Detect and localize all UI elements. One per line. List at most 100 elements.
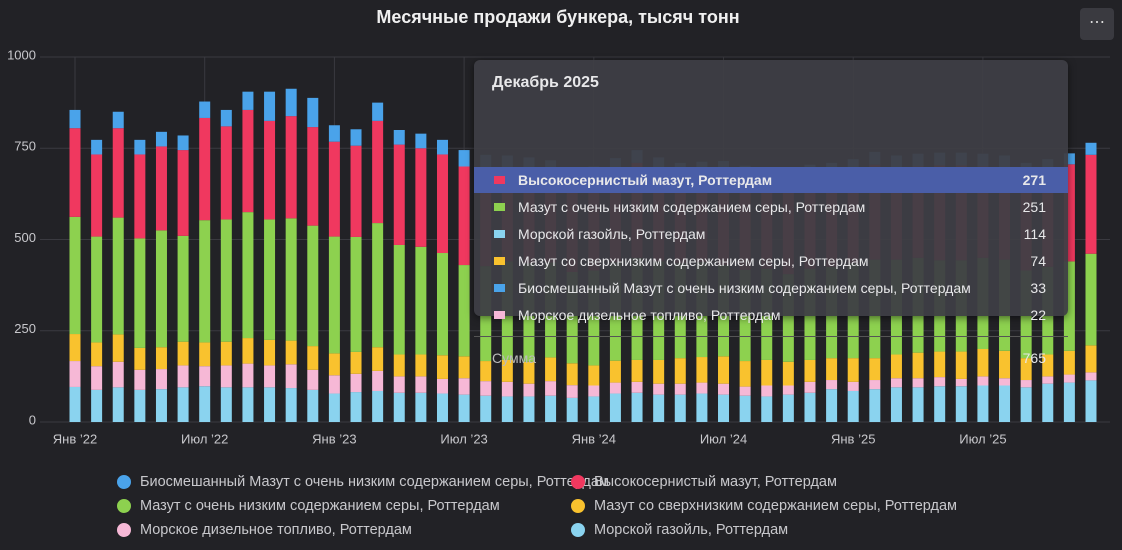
bar-segment bbox=[501, 359, 513, 382]
bar-segment bbox=[566, 271, 578, 364]
bar-segment bbox=[436, 139, 448, 155]
legend-marker bbox=[571, 499, 585, 513]
bar-segment bbox=[934, 377, 946, 387]
bar-segment bbox=[242, 109, 254, 213]
tooltip-row: Высокосернистый мазут, Роттердам 271 bbox=[474, 167, 1068, 193]
bar-segment bbox=[112, 334, 124, 362]
bar-segment bbox=[566, 363, 578, 386]
bar-segment bbox=[1020, 380, 1032, 388]
bar-segment bbox=[890, 354, 902, 379]
bar-segment bbox=[804, 392, 816, 422]
tooltip-series-name: Морское дизельное топливо, Роттердам bbox=[518, 307, 781, 323]
bar-segment bbox=[934, 386, 946, 422]
tooltip-total: Сумма 765 bbox=[474, 345, 1068, 371]
bar-segment bbox=[328, 141, 340, 237]
bar-segment bbox=[393, 144, 405, 245]
legend-marker bbox=[117, 499, 131, 513]
bar-segment bbox=[739, 395, 751, 422]
bar-segment bbox=[696, 357, 708, 383]
bar-segment bbox=[155, 131, 167, 147]
bar-segment bbox=[1085, 345, 1097, 373]
tooltip-swatch bbox=[494, 284, 505, 292]
bar-segment bbox=[415, 376, 427, 393]
bar-segment bbox=[264, 120, 276, 220]
tooltip-swatch bbox=[494, 203, 505, 211]
bar-segment bbox=[1063, 374, 1075, 383]
bar-segment bbox=[350, 236, 362, 352]
tooltip-value: 74 bbox=[1030, 253, 1046, 269]
bar-segment bbox=[588, 270, 600, 366]
bar-segment bbox=[328, 393, 340, 422]
tooltip-row: Морской газойль, Роттердам 114 bbox=[474, 221, 1068, 247]
bar-segment bbox=[372, 102, 384, 121]
bar-segment bbox=[285, 364, 297, 389]
bar-segment bbox=[285, 116, 297, 219]
x-tick-label: Янв ’23 bbox=[312, 431, 356, 446]
bar-segment bbox=[782, 385, 794, 395]
x-tick-label: Июл ’25 bbox=[959, 431, 1006, 446]
bar-segment bbox=[458, 394, 470, 422]
x-tick-label: Июл ’24 bbox=[700, 431, 747, 446]
bar-segment bbox=[718, 383, 730, 395]
legend-marker bbox=[117, 475, 131, 489]
bar-segment bbox=[653, 394, 665, 422]
bar-segment bbox=[999, 378, 1011, 386]
tooltip-series-name: Высокосернистый мазут, Роттердам bbox=[518, 172, 773, 188]
bar-segment bbox=[264, 339, 276, 366]
bar-segment bbox=[285, 88, 297, 117]
tooltip-value: 271 bbox=[1022, 172, 1046, 188]
bar-segment bbox=[1063, 382, 1075, 422]
bar-segment bbox=[220, 219, 232, 342]
bar-segment bbox=[264, 387, 276, 422]
bar-segment bbox=[69, 361, 81, 387]
bar-segment bbox=[112, 128, 124, 218]
bar-segment bbox=[177, 365, 189, 388]
bar-segment bbox=[415, 133, 427, 149]
bar-segment bbox=[393, 354, 405, 377]
bar-segment bbox=[415, 354, 427, 377]
bar-segment bbox=[782, 394, 794, 422]
bar-segment bbox=[999, 385, 1011, 422]
bar-segment bbox=[1085, 142, 1097, 155]
bar-segment bbox=[69, 109, 81, 129]
legend-label: Морское дизельное топливо, Роттердам bbox=[140, 522, 412, 538]
bar-segment bbox=[847, 381, 859, 391]
bar-segment bbox=[393, 130, 405, 145]
tooltip-series-name: Биосмешанный Мазут с очень низким содерж… bbox=[518, 280, 971, 296]
y-tick-label: 0 bbox=[29, 412, 36, 427]
bar-segment bbox=[523, 396, 535, 422]
bar-segment bbox=[674, 394, 686, 422]
bar-segment bbox=[1063, 164, 1075, 262]
tooltip-series-name: Мазут со сверхнизким содержанием серы, Р… bbox=[518, 253, 869, 269]
bar-segment bbox=[69, 128, 81, 217]
bar-segment bbox=[91, 342, 103, 367]
bar-segment bbox=[934, 351, 946, 378]
bar-segment bbox=[350, 351, 362, 374]
bar-segment bbox=[609, 393, 621, 422]
bar-segment bbox=[436, 393, 448, 422]
bar-segment bbox=[69, 386, 81, 422]
bar-segment bbox=[242, 212, 254, 339]
bar-segment bbox=[350, 145, 362, 237]
bar-segment bbox=[826, 389, 838, 422]
bar-segment bbox=[869, 358, 881, 381]
bar-segment bbox=[220, 126, 232, 220]
bar-segment bbox=[199, 342, 211, 367]
bar-segment bbox=[1020, 358, 1032, 381]
bar-segment bbox=[545, 381, 557, 396]
tooltip-swatch bbox=[494, 257, 505, 265]
bar-segment bbox=[1063, 153, 1075, 165]
bar-segment bbox=[1085, 372, 1097, 381]
menu-button[interactable]: ⋯ bbox=[1080, 8, 1114, 40]
bar-segment bbox=[566, 385, 578, 398]
bar-segment bbox=[977, 376, 989, 386]
tooltip-swatch bbox=[494, 230, 505, 238]
bar-segment bbox=[609, 360, 621, 383]
bar-segment bbox=[1063, 261, 1075, 351]
bar-segment bbox=[307, 346, 319, 370]
bar-segment bbox=[609, 382, 621, 394]
x-tick-label: Июл ’23 bbox=[440, 431, 487, 446]
bar-segment bbox=[91, 389, 103, 422]
bar-segment bbox=[307, 127, 319, 226]
tooltip-value: 251 bbox=[1022, 199, 1046, 215]
